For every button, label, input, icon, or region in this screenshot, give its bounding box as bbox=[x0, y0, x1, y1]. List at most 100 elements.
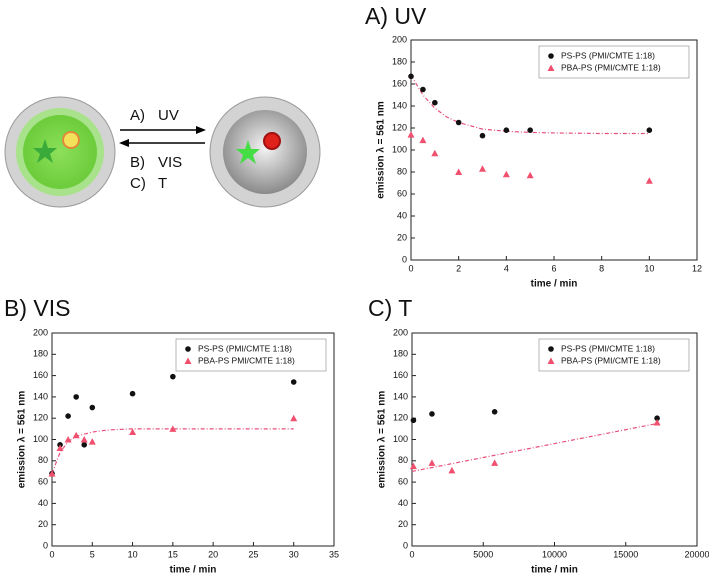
arrowhead bbox=[196, 126, 206, 134]
legend-marker bbox=[548, 53, 554, 59]
y-tick-label: 140 bbox=[33, 391, 48, 401]
y-tick-label: 80 bbox=[38, 455, 48, 465]
y-tick-label: 60 bbox=[38, 476, 48, 486]
data-point bbox=[429, 411, 435, 417]
x-tick-label: 35 bbox=[329, 549, 339, 559]
y-axis-label: emission λ = 561 nm bbox=[17, 391, 28, 489]
scheme: A) UV B) VIS C) T bbox=[4, 96, 321, 208]
y-tick-label: 120 bbox=[392, 122, 407, 132]
y-tick-label: 0 bbox=[43, 540, 48, 550]
legend-label: PS-PS (PMI/CMTE 1:18) bbox=[561, 50, 655, 60]
x-tick-label: 25 bbox=[248, 549, 258, 559]
star-left bbox=[33, 139, 57, 163]
green-core bbox=[23, 115, 97, 189]
x-tick-label: 0 bbox=[49, 549, 54, 559]
data-point bbox=[80, 436, 88, 443]
x-tick-label: 10 bbox=[128, 549, 138, 559]
x-tick-label: 15 bbox=[168, 549, 178, 559]
scheme-label: T bbox=[158, 175, 167, 192]
y-tick-label: 40 bbox=[398, 498, 408, 508]
data-point bbox=[431, 149, 439, 157]
data-point bbox=[503, 127, 510, 133]
data-point bbox=[64, 436, 72, 443]
chart: B) VIS 0 20 40 60 80 100 120 140 160 180 200 0 5 10 15 2… bbox=[4, 295, 339, 576]
y-tick-label: 180 bbox=[33, 349, 48, 359]
data-point bbox=[455, 119, 462, 126]
y-tick-label: 100 bbox=[392, 144, 407, 154]
data-point bbox=[56, 444, 64, 452]
data-point bbox=[526, 171, 534, 179]
x-tick-label: 20 bbox=[208, 549, 218, 559]
data-point bbox=[409, 462, 417, 470]
x-tick-label: 15000 bbox=[613, 549, 638, 559]
data-point bbox=[455, 168, 463, 175]
data-point bbox=[65, 413, 71, 419]
arrowhead bbox=[119, 139, 129, 147]
y-tick-label: 0 bbox=[402, 254, 407, 264]
x-tick-label: 2 bbox=[456, 263, 461, 273]
legend-label: PBA-PS (PMI/CMTE 1:18) bbox=[561, 355, 661, 365]
y-tick-label: 200 bbox=[392, 34, 407, 44]
data-point bbox=[88, 438, 96, 445]
legend-label: PBA-PS PMI/CMTE 1:18) bbox=[198, 355, 295, 365]
data-point bbox=[653, 418, 661, 426]
fit-line bbox=[411, 422, 658, 473]
x-tick-label: 4 bbox=[504, 263, 509, 273]
y-tick-label: 0 bbox=[403, 540, 408, 550]
chart: A) UV 0 20 40 60 80 100 120 140 160 180 200 0 2 4 6 8 10 1… bbox=[365, 3, 702, 290]
x-axis-label: time / min bbox=[170, 565, 217, 576]
scheme-label: A) bbox=[130, 107, 145, 124]
legend-label: PBA-PS (PMI/CMTE 1:18) bbox=[561, 62, 661, 72]
data-point bbox=[419, 136, 427, 144]
legend-marker bbox=[184, 357, 192, 364]
scheme-label: C) bbox=[130, 175, 146, 192]
panel-title: A) UV bbox=[365, 3, 427, 29]
y-tick-label: 20 bbox=[398, 519, 408, 529]
yellow-dot bbox=[62, 131, 80, 149]
x-tick-label: 30 bbox=[289, 549, 299, 559]
legend-marker bbox=[547, 357, 555, 364]
y-tick-label: 120 bbox=[393, 413, 408, 423]
data-point bbox=[479, 165, 486, 172]
x-axis-label: time / min bbox=[531, 279, 578, 290]
data-point bbox=[479, 132, 486, 139]
legend-box bbox=[538, 338, 690, 372]
y-tick-label: 100 bbox=[33, 434, 48, 444]
legend-box bbox=[538, 45, 690, 79]
scheme-label: VIS bbox=[158, 154, 182, 171]
data-point bbox=[89, 404, 96, 411]
y-tick-label: 140 bbox=[392, 100, 407, 110]
data-point bbox=[81, 442, 88, 448]
y-tick-label: 60 bbox=[398, 476, 408, 486]
data-point bbox=[646, 127, 653, 133]
panel-title: C) T bbox=[368, 295, 412, 321]
legend-label: PS-PS (PMI/CMTE 1:18) bbox=[198, 343, 292, 353]
y-tick-label: 100 bbox=[393, 434, 408, 444]
fit-line bbox=[51, 428, 294, 474]
y-tick-label: 180 bbox=[392, 56, 407, 66]
star-right bbox=[236, 140, 260, 164]
y-axis-label: emission λ = 561 nm bbox=[376, 101, 387, 199]
data-point bbox=[432, 99, 438, 106]
data-point bbox=[428, 459, 436, 466]
y-tick-label: 120 bbox=[33, 413, 48, 423]
x-tick-label: 0 bbox=[409, 549, 414, 559]
y-tick-label: 200 bbox=[393, 327, 408, 337]
y-tick-label: 160 bbox=[392, 78, 407, 88]
y-tick-label: 60 bbox=[397, 188, 407, 198]
data-point bbox=[73, 394, 79, 400]
y-tick-label: 160 bbox=[33, 370, 48, 380]
y-tick-label: 40 bbox=[38, 498, 48, 508]
data-point bbox=[129, 428, 137, 436]
data-point bbox=[491, 409, 498, 415]
data-point bbox=[527, 127, 533, 133]
y-axis-label: emission λ = 561 nm bbox=[377, 391, 388, 489]
y-tick-label: 80 bbox=[398, 455, 408, 465]
data-point bbox=[408, 73, 414, 80]
panel-title: B) VIS bbox=[4, 295, 70, 321]
x-tick-label: 5 bbox=[90, 549, 95, 559]
data-point bbox=[410, 417, 417, 424]
data-point bbox=[645, 177, 653, 184]
